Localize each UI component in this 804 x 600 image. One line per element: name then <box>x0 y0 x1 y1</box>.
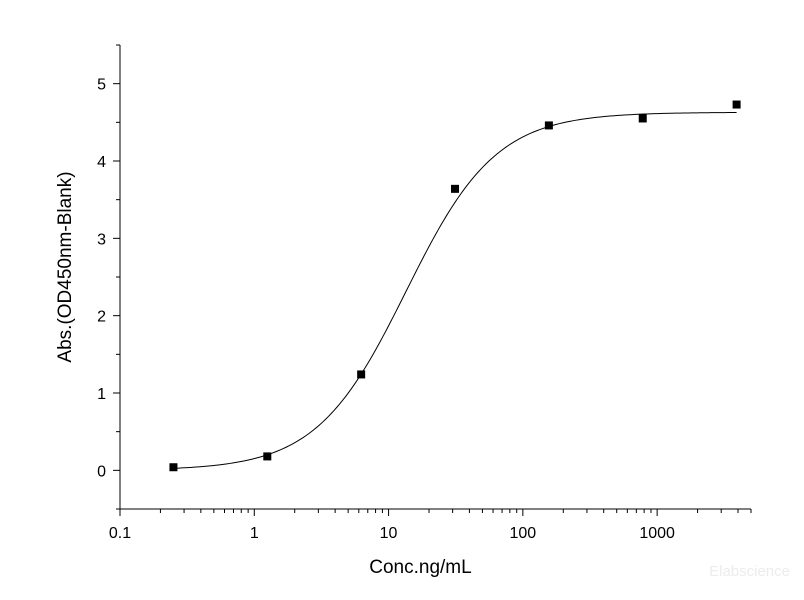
x-axis-title: Conc.ng/mL <box>369 557 471 578</box>
fit-curve <box>173 112 737 469</box>
data-point <box>357 370 366 379</box>
y-tick-label: 2 <box>97 309 106 326</box>
x-tick-label: 10 <box>380 525 398 542</box>
watermark: Elabscience <box>709 563 790 580</box>
y-axis-title: Abs.(OD450nm-Blank) <box>55 171 76 362</box>
data-point <box>732 100 741 109</box>
axes <box>119 45 751 510</box>
data-point <box>169 463 178 472</box>
x-tick-label: 1000 <box>639 525 675 542</box>
data-point <box>638 114 647 123</box>
data-points <box>169 100 741 472</box>
data-point <box>263 452 272 461</box>
data-point <box>544 121 553 130</box>
x-tick-label: 100 <box>510 525 537 542</box>
y-tick-label: 1 <box>97 386 106 403</box>
x-ticks: 0.1 1 10 100 1000 <box>109 509 752 542</box>
y-tick-label: 4 <box>97 154 106 171</box>
y-tick-label: 5 <box>97 77 106 94</box>
y-tick-label: 0 <box>97 463 106 480</box>
y-tick-label: 3 <box>97 231 106 248</box>
y-ticks: 0 1 2 3 4 5 <box>97 44 120 510</box>
x-tick-label: 0.1 <box>109 525 131 542</box>
data-point <box>451 184 460 193</box>
x-tick-label: 1 <box>250 525 259 542</box>
